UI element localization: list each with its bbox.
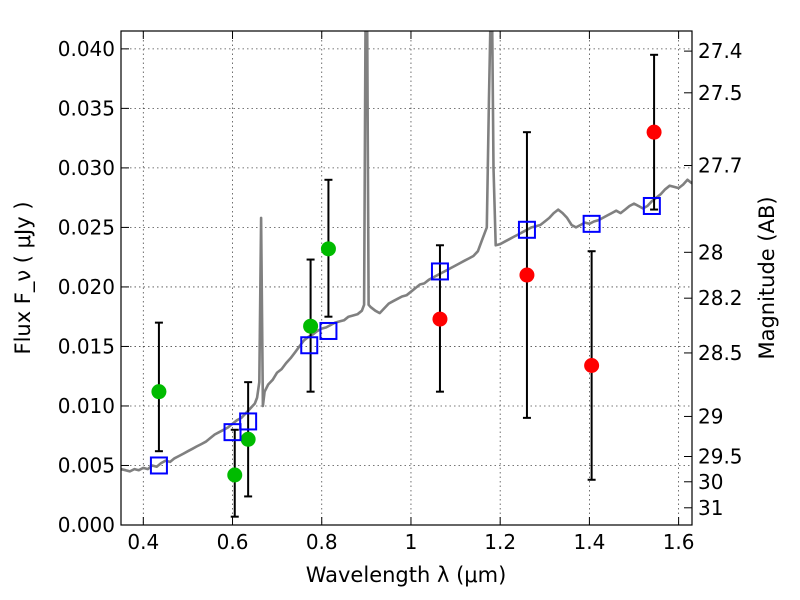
right-tick-label: 27.5 [698,81,743,105]
model-photometry-square [300,336,319,355]
right-tick-label: 29 [698,404,723,428]
right-tick-label: 29.5 [698,445,743,469]
x-tick-label: 1.2 [484,530,516,554]
x-tick-label: 1.6 [663,530,695,554]
green-point [227,467,243,483]
grid-lines [121,31,692,526]
model-photometry-square [517,220,536,239]
x-tick-label: 0.4 [127,530,159,554]
y-tick-label: 0.025 [58,215,115,239]
x-tick-label: 1 [405,530,418,554]
model-photometry-layer [149,196,661,475]
template-spectrum-line [121,31,692,473]
right-tick-label: 27.4 [698,39,743,63]
x-axis-label: Wavelength λ (μm) [306,563,507,587]
template-spectrum-layer [121,31,692,473]
right-tick-label: 28.5 [698,341,743,365]
y-tick-label: 0.005 [58,453,115,477]
y-tick-label: 0.010 [58,394,115,418]
y-tick-label: 0.035 [58,96,115,120]
y-tick-label: 0.015 [58,334,115,358]
model-photometry-square [149,456,168,475]
x-tick-label: 1.4 [573,530,605,554]
red-point [584,357,600,373]
red-point [646,124,662,140]
green-point [303,318,319,334]
model-photometry-square [239,412,258,431]
x-tick-label: 0.8 [306,530,338,554]
x-axis-ticks: 0.4 0.6 0.8 1 1.2 1.4 1.6 [127,31,695,554]
x-tick-label: 0.6 [217,530,249,554]
right-tick-label: 31 [698,496,723,520]
green-point [320,241,336,257]
y-tick-label: 0.000 [58,513,115,537]
plot-frame [120,30,693,526]
model-photometry-square [223,423,242,442]
model-photometry-square [582,214,601,233]
y-axis-label: Flux F_ν ( μJy ) [11,201,36,354]
green-point [240,431,256,447]
y-axis-ticks: 0.000 0.005 0.010 0.015 0.020 0.025 0.030 0.035… [58,37,129,537]
y-tick-label: 0.020 [58,275,115,299]
error-bars-layer [154,53,659,518]
right-tick-label: 28 [698,240,723,264]
red-point [432,311,448,327]
y-tick-label: 0.040 [58,37,115,61]
right-tick-label: 28.2 [698,286,743,310]
right-tick-label: 27.7 [698,154,743,178]
green-point [151,384,167,400]
model-photometry-square [430,262,449,281]
y-tick-label: 0.030 [58,156,115,180]
model-photometry-square [642,196,661,215]
right-axis-label: Magnitude (AB) [755,196,779,359]
model-photometry-square [319,321,338,340]
red-point [519,267,535,283]
data-points-layer [151,124,662,483]
right-tick-label: 30 [698,470,723,494]
